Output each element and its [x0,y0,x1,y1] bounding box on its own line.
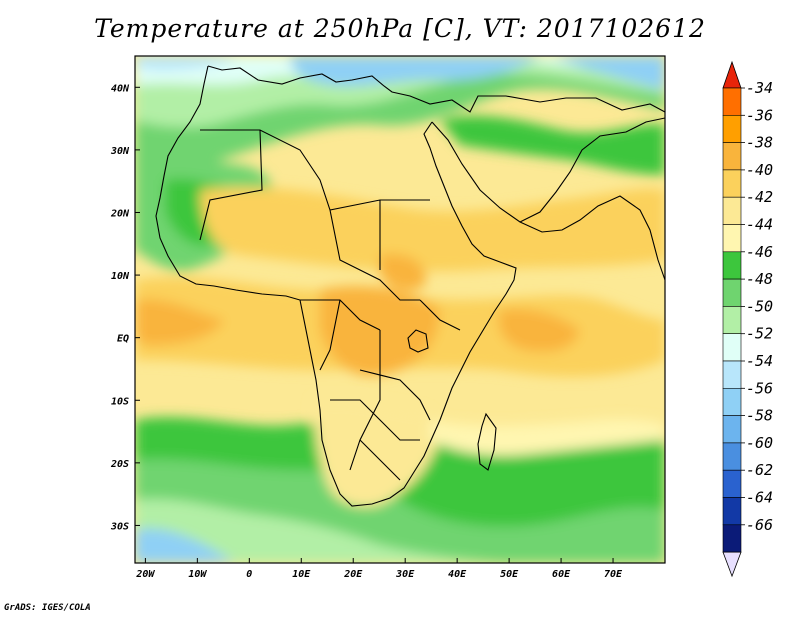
latitude-ticks: 40N 30N 20N 10N EQ 10S 20S 30S [110,83,140,532]
lat-tick-label: 20S [110,459,129,470]
lon-tick-label: 60E [552,569,571,580]
colorbar-label: -34 [746,79,773,97]
colorbar-swatch [722,278,742,307]
lon-tick-label: 10E [292,569,311,580]
lat-tick-label: 30N [110,146,130,157]
map-frame [134,55,666,564]
colorbar-swatch [722,360,742,389]
colorbar-label: -62 [746,461,773,479]
colorbar-label: -56 [746,379,773,397]
colorbar-label: -54 [746,352,773,370]
colorbar-swatch [722,224,742,253]
lat-tick-label: EQ [117,334,129,345]
colorbar-swatch [722,196,742,225]
colorbar-swatch [722,469,742,498]
lon-tick-label: 50E [500,569,519,580]
colorbar-label: -44 [746,216,773,234]
colorbar-label: -66 [746,516,773,534]
colorbar: -34 -36 -38 -40 -42 -44 -46 -48 -50 -52 -54 -56 -58 -… [722,60,773,578]
colorbar-bottom-arrow [722,551,742,578]
colorbar-swatch [722,387,742,416]
lon-tick-label: 10W [188,569,207,580]
colorbar-swatch [722,333,742,362]
colorbar-label: -40 [746,161,773,179]
colorbar-swatch [722,115,742,143]
colorbar-label: -50 [746,297,773,315]
colorbar-swatch [722,415,742,444]
colorbar-label: -64 [746,489,773,507]
lon-tick-label: 20W [135,569,155,580]
lon-tick-label: 0 [246,569,252,580]
lat-tick-label: 30S [110,521,129,532]
colorbar-label: -38 [746,134,773,152]
colorbar-swatch [722,497,742,526]
colorbar-swatch [722,524,742,553]
colorbar-swatch [722,251,742,280]
lon-tick-label: 40E [448,569,467,580]
colorbar-swatch [722,442,742,471]
colorbar-label: -60 [746,434,773,452]
colorbar-label: -52 [746,325,773,343]
lat-tick-label: 40N [111,83,130,94]
colorbar-top-arrow [722,60,742,89]
colorbar-label: -46 [746,243,773,261]
colorbar-label: -36 [746,106,773,124]
temperature-field [135,56,665,563]
colorbar-label: -42 [746,188,773,206]
lat-tick-label: 10N [111,271,130,282]
colorbar-swatch [722,169,742,198]
lon-tick-label: 70E [604,569,623,580]
lon-tick-label: 30E [395,569,415,580]
colorbar-swatch [722,87,742,116]
lat-tick-label: 20N [110,208,130,219]
credit-text: GrADS: IGES/COLA [4,603,91,613]
colorbar-swatch [722,142,742,171]
coastline-outline [155,65,665,507]
longitude-ticks: 20W 10W 0 10E 20E 30E 40E 50E 60E 70E [135,558,623,580]
colorbar-label: -58 [746,407,773,425]
lat-tick-label: 10S [111,396,129,407]
lon-tick-label: 20E [343,569,363,580]
map-title: Temperature at 250hPa [C], VT: 201710261… [94,14,706,43]
colorbar-label: -48 [746,270,773,288]
colorbar-swatch [722,306,742,334]
